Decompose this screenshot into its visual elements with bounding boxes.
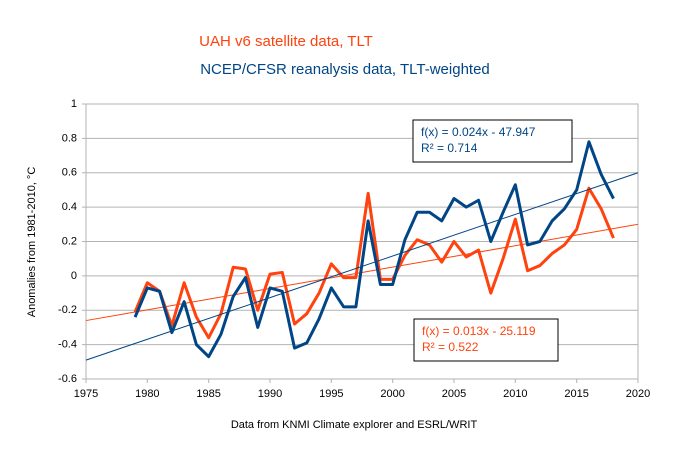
trend-r2: R² = 0.714 bbox=[421, 141, 478, 155]
series-title: UAH v6 satellite data, TLT bbox=[199, 33, 373, 50]
plot-frame bbox=[85, 103, 639, 380]
trend-equation: f(x) = 0.024x - 47.947 bbox=[421, 125, 536, 139]
y-tick-label: 0.2 bbox=[62, 235, 77, 247]
series-line bbox=[133, 186, 615, 340]
x-tick-label: 2020 bbox=[626, 388, 650, 400]
trend-r2: R² = 0.522 bbox=[422, 340, 479, 354]
y-tick-label: -0.6 bbox=[58, 373, 77, 385]
x-axis-label: Data from KNMI Climate explorer and ESRL… bbox=[231, 419, 478, 431]
series-title: NCEP/CFSR reanalysis data, TLT-weighted bbox=[200, 61, 490, 78]
y-tick-label: -0.4 bbox=[58, 339, 77, 351]
x-tick-label: 1975 bbox=[74, 388, 98, 400]
x-tick-label: 2010 bbox=[503, 388, 527, 400]
x-tick-label: 2000 bbox=[380, 388, 404, 400]
trend-equation: f(x) = 0.013x - 25.119 bbox=[422, 324, 536, 338]
x-tick-label: 1985 bbox=[196, 388, 220, 400]
y-tick-label: 0.6 bbox=[62, 167, 77, 179]
x-tick-label: 2005 bbox=[442, 388, 466, 400]
x-tick-label: 1990 bbox=[258, 388, 282, 400]
y-tick-label: 0.4 bbox=[62, 201, 77, 213]
x-tick-label: 2015 bbox=[564, 388, 588, 400]
y-tick-label: 1 bbox=[71, 98, 77, 110]
trend-box bbox=[412, 119, 573, 163]
x-tick-label: 1995 bbox=[319, 388, 343, 400]
y-tick-label: -0.2 bbox=[58, 304, 77, 316]
series-line bbox=[133, 140, 615, 359]
trend-box bbox=[413, 318, 559, 362]
y-tick-label: 0.8 bbox=[62, 132, 77, 144]
y-tick-label: 0 bbox=[71, 270, 77, 282]
x-tick-label: 1980 bbox=[135, 388, 159, 400]
y-axis-label: Anomalies from 1981-2010, °C bbox=[26, 167, 38, 318]
